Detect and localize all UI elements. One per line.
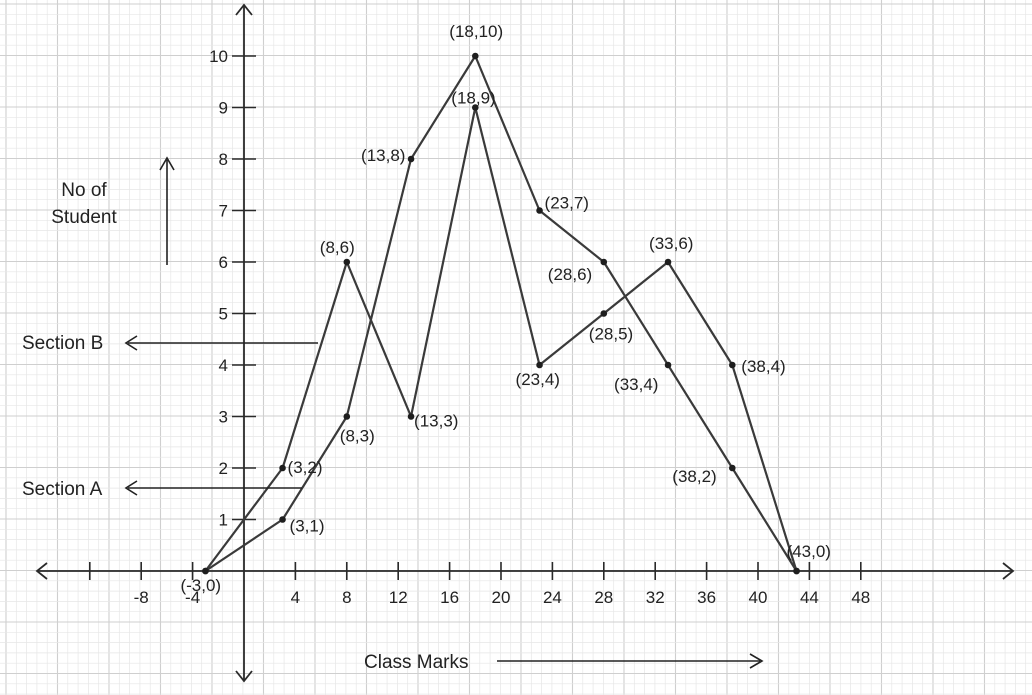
x-tick-label: -4: [185, 588, 200, 607]
y-tick-label: 8: [219, 150, 228, 169]
x-tick-label: 36: [697, 588, 716, 607]
x-tick-label: 48: [851, 588, 870, 607]
data-point-section-b: [729, 361, 736, 369]
y-axis-label-line1: No of: [61, 180, 107, 201]
point-label: (33,4): [614, 375, 658, 394]
x-axis-label: Class Marks: [364, 652, 469, 673]
data-point-section-a: [729, 464, 736, 472]
data-point-section-a: [279, 516, 286, 523]
point-label: (8,3): [340, 427, 375, 446]
legend-arrowhead-section-a: [124, 480, 138, 496]
y-tick-label: 6: [219, 253, 228, 272]
data-point-section-b: [202, 567, 209, 575]
x-axis-right-arrowhead: [1002, 562, 1015, 580]
x-tick-label: 40: [749, 588, 768, 607]
point-label: (3,1): [290, 517, 325, 536]
y-axis-label-line2: Student: [51, 207, 117, 228]
x-tick-label: 44: [800, 588, 819, 607]
data-point-section-a: [407, 155, 415, 163]
y-tick-label: 2: [219, 459, 228, 478]
data-point-section-b: [343, 258, 351, 266]
point-label: (-3,0): [180, 576, 221, 595]
y-tick-label: 1: [219, 511, 228, 530]
x-tick-label: 4: [291, 588, 300, 607]
data-point-section-b: [793, 567, 800, 575]
data-point-section-b: [472, 104, 479, 111]
y-axis-bottom-arrowhead: [235, 670, 253, 683]
point-label: (28,5): [589, 325, 633, 344]
point-label: (18,9): [451, 89, 495, 108]
point-label: (13,8): [361, 146, 405, 165]
legend-arrowhead-section-b: [124, 335, 138, 351]
x-tick-label: -8: [134, 588, 149, 607]
point-label: (18,10): [449, 22, 503, 41]
point-labels: (-3,0) (3,1) (8,3) (13,8) (18,10) (23,7) (28,6…: [180, 22, 831, 595]
x-tick-label: 28: [594, 588, 613, 607]
x-tick-label: 12: [389, 588, 408, 607]
data-point-section-b: [279, 464, 286, 472]
point-label: (3,2): [288, 458, 323, 477]
y-axis-label-arrowhead: [159, 156, 175, 171]
data-point-section-a: [343, 413, 351, 420]
x-tick-label: 32: [646, 588, 665, 607]
y-tick-label: 5: [219, 305, 228, 324]
data-point-section-b: [536, 361, 543, 369]
data-point-section-a: [600, 258, 608, 266]
x-axis-label-arrowhead: [749, 653, 764, 669]
y-axis-top-arrowhead: [235, 3, 253, 16]
x-tick-label: 20: [492, 588, 511, 607]
data-point-section-a: [664, 361, 672, 369]
x-axis-left-arrowhead: [35, 562, 48, 580]
point-label: (33,6): [649, 234, 693, 253]
y-tick-label: 4: [219, 356, 228, 375]
point-label: (38,4): [741, 357, 785, 376]
data-point-section-b: [664, 258, 672, 266]
legend-label-section-a: Section A: [22, 479, 103, 500]
series-line-section-a: [204, 54, 798, 572]
point-label: (8,6): [320, 238, 355, 257]
y-tick-label: 3: [219, 408, 228, 427]
point-label: (43,0): [787, 542, 831, 561]
data-points: [202, 52, 800, 575]
legend-label-section-b: Section B: [22, 333, 103, 354]
data-point-section-a: [536, 207, 543, 214]
x-tick-label: 16: [440, 588, 459, 607]
point-label: (28,6): [548, 265, 592, 284]
series-line-section-b: [204, 106, 798, 572]
annotations: No of Student Section B Section A Class …: [22, 156, 764, 673]
point-label: (38,2): [672, 467, 716, 486]
data-point-section-b: [407, 413, 415, 420]
x-tick-label: 24: [543, 588, 562, 607]
point-label: (13,3): [414, 412, 458, 431]
x-tick-label: 8: [342, 588, 351, 607]
y-tick-label: 10: [209, 47, 228, 66]
y-tick-label: 9: [219, 99, 228, 118]
data-point-section-b: [600, 310, 608, 317]
series-lines: [204, 54, 798, 572]
point-label: (23,7): [545, 194, 589, 213]
point-label: (23,4): [516, 370, 560, 389]
data-point-section-a: [472, 52, 479, 60]
y-tick-label: 7: [219, 202, 228, 221]
